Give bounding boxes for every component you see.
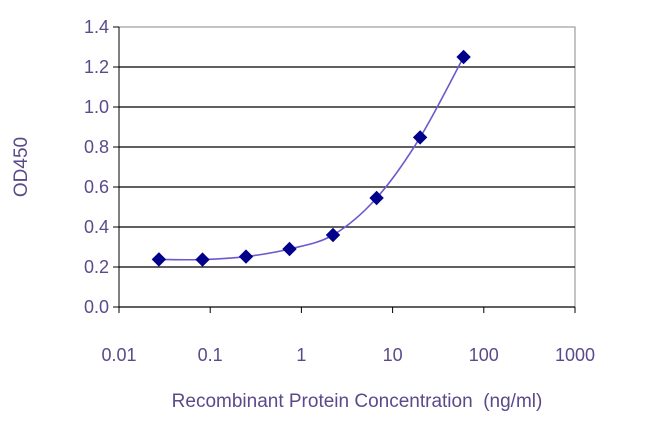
data-point: [238, 249, 254, 264]
y-tick-label: 0.2: [84, 257, 109, 277]
x-tick-label: 0.01: [101, 345, 136, 365]
data-point: [456, 49, 471, 65]
x-tick-label: 1: [296, 345, 306, 365]
x-tick-label: 0.1: [198, 345, 223, 365]
data-points: [151, 49, 471, 267]
y-tick-label: 0.8: [84, 137, 109, 157]
x-tick-label: 10: [383, 345, 403, 365]
x-axis-title: Recombinant Protein Concentration (ng/ml…: [172, 391, 543, 412]
x-tick-label: 100: [469, 345, 499, 365]
data-point: [325, 227, 341, 243]
grid: [119, 66, 575, 268]
data-point: [195, 252, 210, 267]
y-tick-label: 0.6: [84, 177, 109, 197]
y-tick-label: 1.4: [84, 17, 109, 37]
y-tick-label: 1.2: [84, 57, 109, 77]
tick-labels: 0.0 0.2 0.4 0.6 0.8 1.0 1.2 1.4 0.01 0.1 1 10 100 100…: [84, 17, 595, 365]
data-point: [282, 241, 297, 257]
data-point: [369, 190, 384, 206]
data-point: [151, 252, 167, 267]
y-tick-label: 0.4: [84, 217, 109, 237]
axes: [113, 26, 576, 313]
y-tick-label: 1.0: [84, 97, 109, 117]
x-tick-label: 1000: [555, 345, 595, 365]
y-axis-title: OD450: [11, 137, 32, 197]
data-point: [412, 130, 428, 145]
plot-area: [118, 26, 576, 308]
y-tick-label: 0.0: [84, 297, 109, 317]
